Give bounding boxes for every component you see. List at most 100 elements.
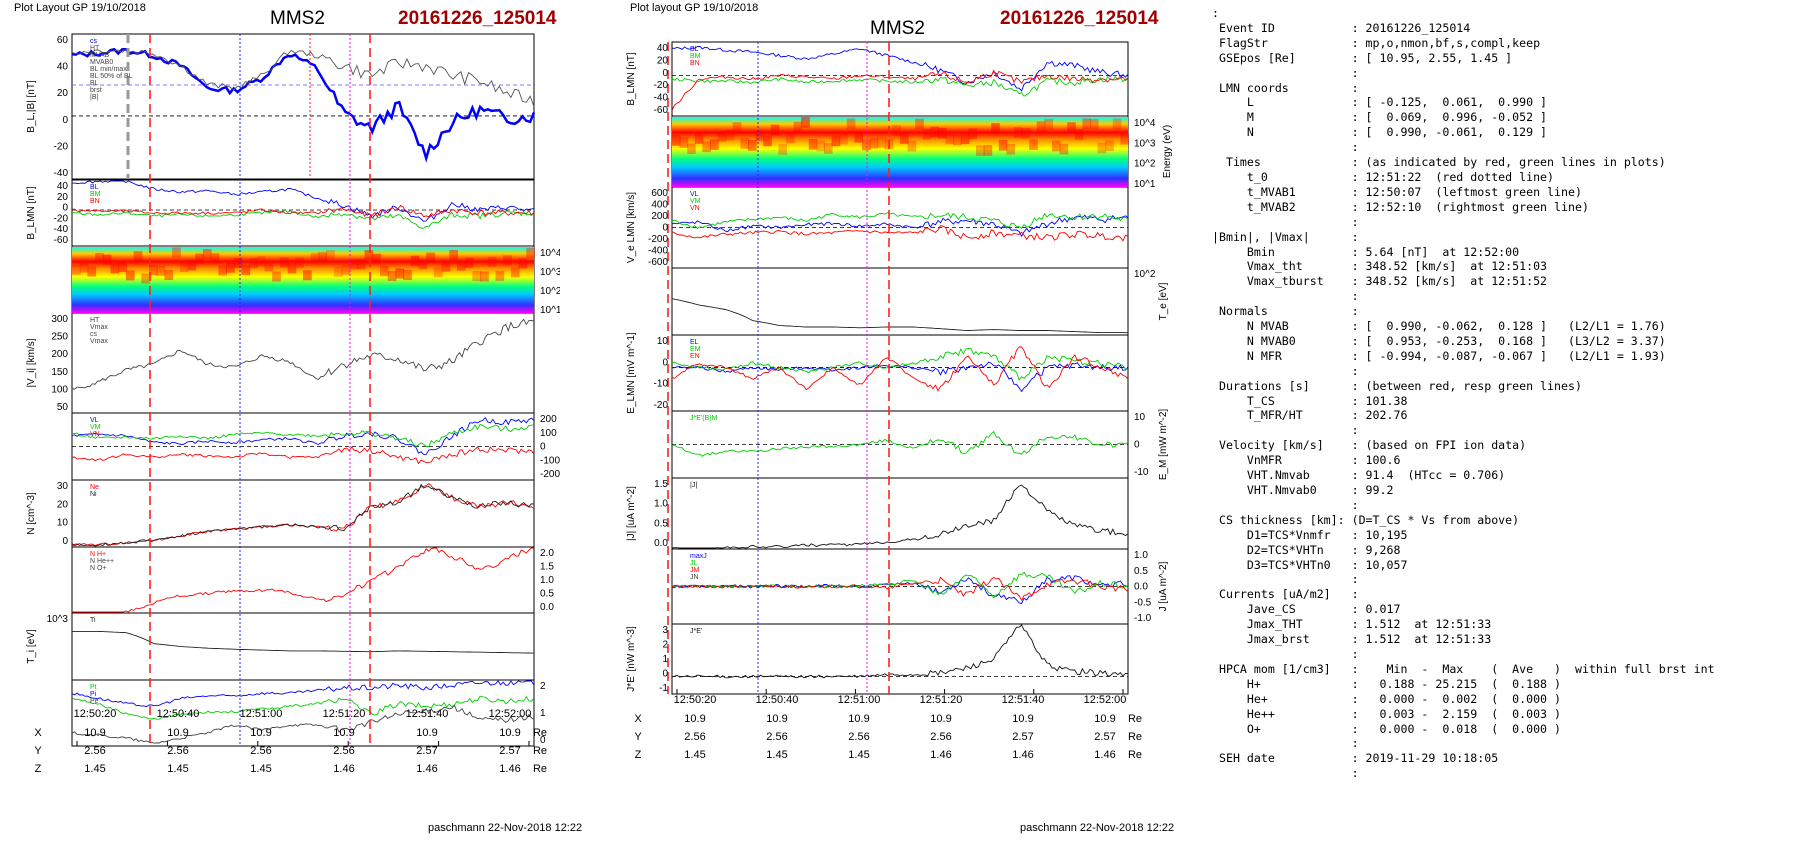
axis-label: B_LMN [nT] xyxy=(626,52,637,106)
tick-label: 10^2 xyxy=(1134,159,1156,170)
legend-entry: VN xyxy=(90,431,100,438)
pos-unit: Re xyxy=(532,727,548,739)
series-line--b- xyxy=(71,49,535,107)
tick-label: -20 xyxy=(654,80,669,91)
tick-label: -10 xyxy=(654,379,669,390)
time-tick: 12:52:00 xyxy=(488,708,532,720)
summary-line: Times : (as indicated by red, green line… xyxy=(1212,155,1666,170)
tick-label: 0.5 xyxy=(1134,566,1148,577)
tick-label: -60 xyxy=(54,235,69,246)
tick-label: -1 xyxy=(659,683,668,694)
tick-label: 200 xyxy=(651,211,668,222)
legend-entry: BL min/max xyxy=(90,66,127,73)
left-spacecraft-title: MMS2 xyxy=(270,8,325,29)
tick-label: -40 xyxy=(54,224,69,235)
summary-line: Jmax_THT : 1.512 at 12:51:33 xyxy=(1212,617,1492,632)
spectrogram-cell xyxy=(495,270,505,281)
series-line-jm xyxy=(671,571,1129,599)
spectrogram-cell xyxy=(1105,140,1114,152)
spectrogram-cell xyxy=(318,252,328,263)
spectrogram-cell xyxy=(1082,118,1091,130)
tick-label: 0 xyxy=(662,357,668,368)
legend-entry: |J| xyxy=(690,482,697,489)
axis-label: B_LMN [nT] xyxy=(26,186,37,240)
pos-unit: Re xyxy=(532,763,548,775)
pos-unit: Re xyxy=(1127,749,1143,761)
series-line-en xyxy=(671,346,1129,392)
tick-label: 20 xyxy=(657,55,669,66)
spectrogram-cell xyxy=(426,252,435,263)
pos-row-label: Y xyxy=(634,731,642,743)
pos-value: 1.45 xyxy=(848,749,870,761)
time-tick: 12:50:20 xyxy=(73,708,117,720)
time-tick: 12:50:40 xyxy=(755,694,799,706)
spectrogram-cell xyxy=(869,137,879,149)
series-line-e-m xyxy=(671,430,1129,457)
pos-value: 2.56 xyxy=(766,731,788,743)
spectrogram-cell xyxy=(763,135,772,147)
tick-label: 1 xyxy=(540,708,546,719)
spectrogram-cell xyxy=(687,143,696,155)
series-line-bn xyxy=(671,69,1129,111)
pos-value: 10.9 xyxy=(416,727,438,739)
summary-line: Vmax_tht : 348.52 [km/s] at 12:51:03 xyxy=(1212,259,1548,274)
pos-row-label: Z xyxy=(634,749,642,761)
legend-entry: BM xyxy=(90,191,101,198)
spectrogram-cell xyxy=(79,262,89,273)
series-line--j- xyxy=(671,484,1129,549)
spectrogram-cell xyxy=(732,122,742,133)
spectrogram-cell xyxy=(518,258,528,269)
spectrogram-cell xyxy=(487,256,497,267)
tick-label: -20 xyxy=(54,141,69,152)
tick-label: 100 xyxy=(51,384,68,395)
tick-label: -60 xyxy=(654,105,669,116)
spectrogram-cell xyxy=(480,271,489,282)
legend-entry: Ni xyxy=(90,491,97,498)
spectrogram-cell xyxy=(349,259,358,270)
pos-value: 1.46 xyxy=(416,763,438,775)
spectrogram-cell xyxy=(960,133,970,145)
spectrogram-cell xyxy=(326,250,335,261)
axis-label: |V_i| [km/s] xyxy=(26,338,37,387)
tick-label: -40 xyxy=(54,168,69,179)
axis-label: T_e [eV] xyxy=(1158,282,1169,320)
spectrogram-cell xyxy=(816,140,825,152)
pos-value: 1.46 xyxy=(1012,749,1034,761)
legend-entry: J*E' xyxy=(690,628,702,635)
legend-entry: EL xyxy=(690,339,699,346)
legend-entry: Ti xyxy=(90,617,96,624)
spectrogram-cell xyxy=(110,263,120,274)
spectrogram-cell xyxy=(831,135,841,147)
pos-value: 10.9 xyxy=(1012,713,1034,725)
legend-entry: BN xyxy=(90,198,100,205)
spectrogram-cell xyxy=(472,270,482,281)
legend-entry: Pe xyxy=(90,698,99,705)
summary-line: : xyxy=(1212,572,1359,587)
spectrogram-cell xyxy=(341,264,351,275)
tick-label: -200 xyxy=(648,234,668,245)
spectrogram-cell xyxy=(983,145,993,156)
tick-label: 40 xyxy=(57,181,69,192)
legend-entry: JL xyxy=(690,560,698,567)
spectrogram-cell xyxy=(310,253,320,264)
summary-line: N : [ 0.990, -0.061, 0.129 ] xyxy=(1212,125,1548,140)
spectrogram-cell xyxy=(95,253,104,264)
summary-line: : xyxy=(1212,363,1359,378)
tick-label: 40 xyxy=(57,62,69,73)
summary-line: T_CS : 101.38 xyxy=(1212,393,1408,408)
series-line-ti xyxy=(72,630,534,654)
spectrogram-cell xyxy=(740,138,749,149)
tick-label: 1 xyxy=(662,654,668,665)
legend-entry: JN xyxy=(690,574,699,581)
tick-label: 0.0 xyxy=(540,602,554,613)
axis-label: J [uA m^-2] xyxy=(1158,561,1169,611)
axis-label: N [cm^-3] xyxy=(26,492,37,535)
summary-line: FlagStr : mp,o,nmon,bf,s,compl,keep xyxy=(1212,35,1541,50)
tick-label: 0 xyxy=(62,203,68,214)
spectrogram-cell xyxy=(403,269,412,280)
pos-value: 10.9 xyxy=(167,727,189,739)
legend-entry: JM xyxy=(690,567,700,574)
summary-line: GSEpos [Re] : [ 10.95, 2.55, 1.45 ] xyxy=(1212,50,1513,65)
spectrogram-cell xyxy=(164,269,174,281)
